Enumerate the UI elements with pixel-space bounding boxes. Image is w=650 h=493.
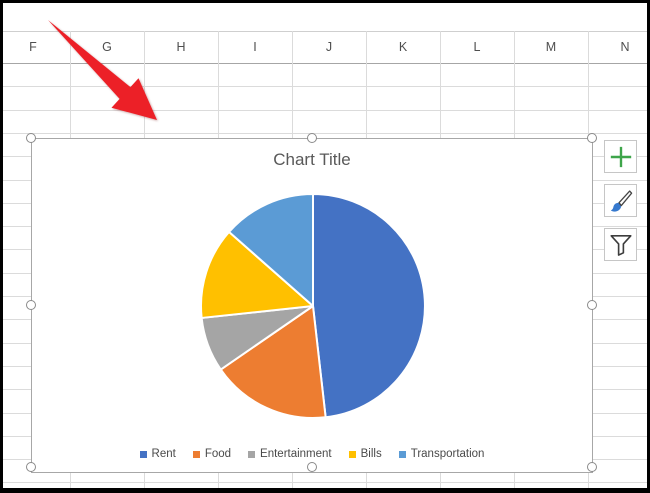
brush-icon	[610, 189, 632, 212]
column-header-k[interactable]: K	[398, 40, 408, 54]
legend-swatch	[192, 450, 200, 458]
column-header-m[interactable]: M	[545, 40, 557, 54]
funnel-icon	[609, 234, 632, 256]
selection-handle-top-right[interactable]	[587, 133, 597, 143]
selection-handle-bottom-center[interactable]	[307, 462, 317, 472]
column-header-l[interactable]: L	[473, 40, 481, 54]
legend-item-rent[interactable]: Rent	[139, 448, 176, 460]
selection-handle-top-left[interactable]	[26, 133, 36, 143]
gridline-h	[3, 31, 647, 32]
pie-slice-rent[interactable]	[312, 193, 426, 419]
chart-styles-button[interactable]	[604, 184, 637, 217]
legend-swatch	[348, 450, 356, 458]
chart-object[interactable]: Chart Title Rent Food Entertainment Bills Tr…	[26, 133, 597, 473]
legend-item-food[interactable]: Food	[192, 448, 232, 460]
plus-icon	[610, 146, 631, 167]
chart-title[interactable]: Chart Title	[273, 150, 351, 169]
worksheet-grid[interactable]: F G H I J K L M N Chart Title Rent Food Entertainm…	[3, 3, 647, 488]
column-header-g[interactable]: G	[102, 40, 112, 54]
gridline-h	[3, 132, 647, 134]
legend-swatch	[139, 450, 147, 458]
legend-item-entertainment[interactable]: Entertainment	[248, 448, 332, 460]
selection-handle-bottom-left[interactable]	[26, 462, 36, 472]
selection-handle-top-center[interactable]	[307, 133, 317, 143]
column-header-f[interactable]: F	[29, 40, 37, 54]
pie-slice-transportation[interactable]	[227, 193, 314, 307]
legend-label: Rent	[151, 448, 176, 460]
column-header-i[interactable]: I	[253, 40, 257, 54]
legend-swatch	[398, 450, 406, 458]
chart-legend: Rent Food Entertainment Bills Transportation	[32, 448, 592, 460]
pie-slice-bills[interactable]	[200, 230, 314, 319]
pie-slice-food[interactable]	[219, 305, 327, 419]
selection-handle-middle-right[interactable]	[587, 300, 597, 310]
legend-label: Food	[204, 448, 232, 460]
legend-label: Bills	[360, 448, 382, 460]
legend-item-transportation[interactable]: Transportation	[398, 448, 485, 460]
gridline-h	[3, 482, 647, 484]
pie-chart	[195, 188, 431, 424]
column-header-n[interactable]: N	[620, 40, 630, 54]
column-header-h[interactable]: H	[176, 40, 186, 54]
gridline-h	[3, 63, 647, 64]
selection-handle-middle-left[interactable]	[26, 300, 36, 310]
gridline-h	[3, 109, 647, 111]
selection-handle-bottom-right[interactable]	[587, 462, 597, 472]
legend-label: Transportation	[410, 448, 485, 460]
gridline-h	[3, 86, 647, 88]
chart-elements-button[interactable]	[604, 140, 637, 173]
chart-filters-button[interactable]	[604, 228, 637, 261]
column-header-j[interactable]: J	[325, 40, 333, 54]
legend-label: Entertainment	[260, 448, 332, 460]
legend-swatch	[248, 450, 256, 458]
legend-item-bills[interactable]: Bills	[348, 448, 382, 460]
